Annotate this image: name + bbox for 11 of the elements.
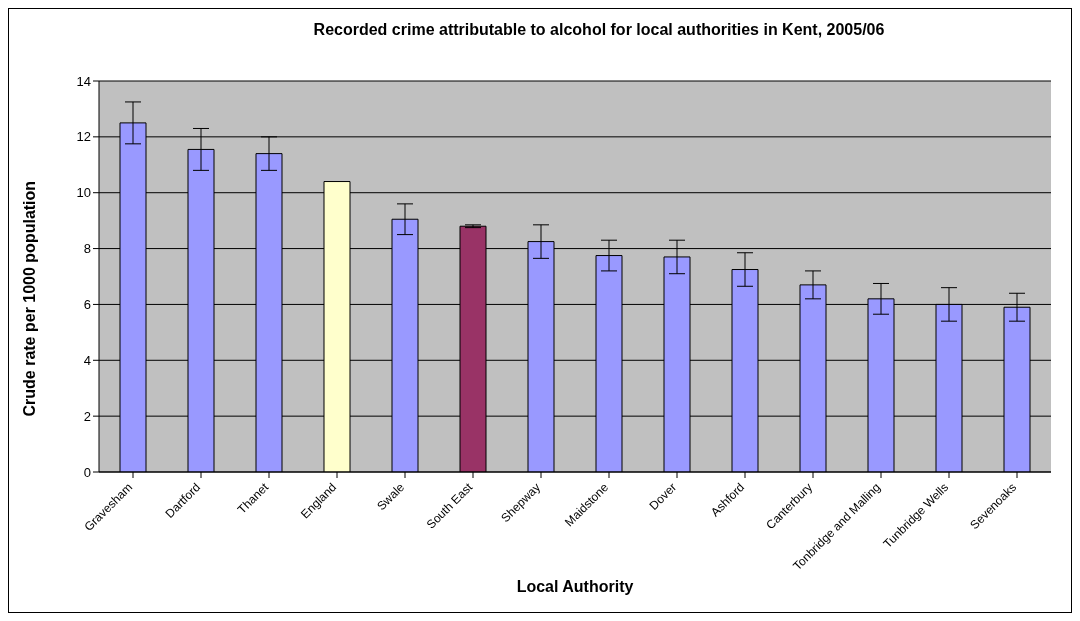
x-axis-title: Local Authority [516, 578, 634, 595]
y-tick-label: 12 [76, 129, 91, 145]
y-tick-label: 2 [83, 408, 91, 424]
chart-title: Recorded crime attributable to alcohol for local authorities in Kent, 2005/06 [312, 21, 886, 39]
y-tick-label: 14 [76, 73, 91, 89]
y-tick-label: 4 [83, 352, 91, 368]
y-tick-label: 8 [83, 241, 91, 257]
y-tick-label: 6 [83, 297, 91, 313]
y-tick-label: 0 [83, 464, 91, 480]
y-tick-label: 10 [76, 185, 91, 201]
y-axis-title: Crude rate per 1000 population [20, 180, 38, 417]
